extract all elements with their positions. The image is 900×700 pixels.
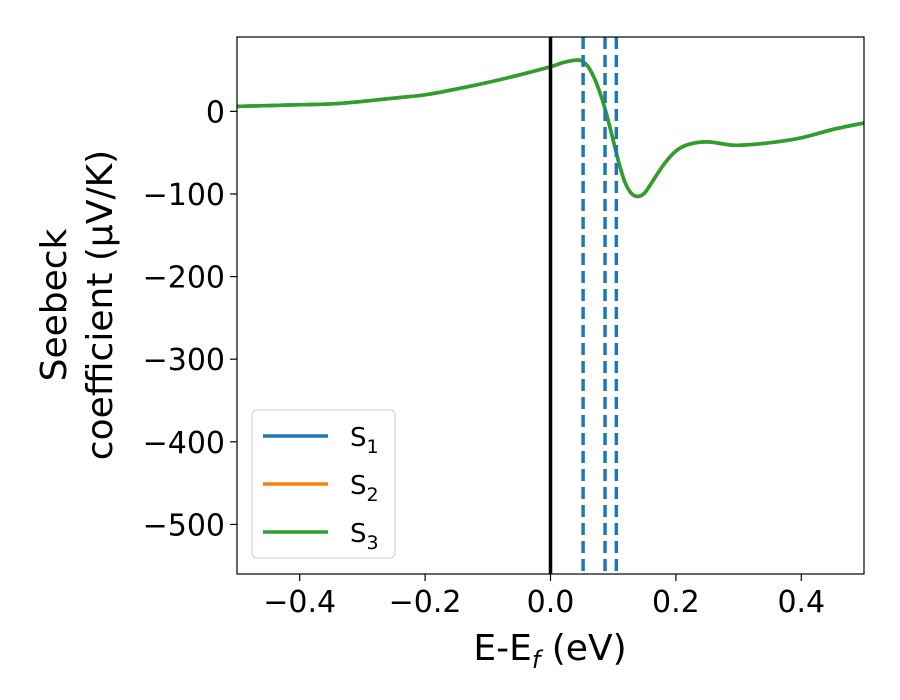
series-layer — [237, 58, 864, 199]
x-tick-label: 0.4 — [777, 585, 825, 620]
x-tick-label: 0.0 — [527, 585, 575, 620]
y-tick-label: −300 — [143, 343, 225, 378]
y-axis-label-line1: Seebeck — [34, 228, 75, 381]
x-tick-label: 0.2 — [652, 585, 700, 620]
series-line-s3 — [237, 58, 864, 199]
y-tick-label: −400 — [143, 426, 225, 461]
vline-layer — [548, 37, 619, 574]
legend: S1 S2 S3 — [251, 409, 396, 559]
y-tick-label: −100 — [143, 178, 225, 213]
legend-label-s2: S2 — [350, 471, 379, 506]
y-tick-label: −200 — [143, 261, 225, 296]
x-tick-label: −0.4 — [263, 585, 336, 620]
x-axis-label-main: E-E — [473, 628, 531, 669]
x-axis-label: E-Ef (eV) — [473, 628, 626, 674]
y-axis-label: Seebeck coefficient (μV/K) — [34, 150, 121, 460]
x-tick-label: −0.2 — [389, 585, 462, 620]
y-tick-label: 0 — [206, 95, 225, 130]
legend-label-s1: S1 — [350, 423, 379, 458]
y-axis-label-line2: coefficient (μV/K) — [80, 150, 121, 460]
x-axis-label-rest: (eV) — [540, 628, 626, 669]
y-tick-label: −500 — [143, 508, 225, 543]
y-axis: 0 −100 −200 −300 −400 −500 — [143, 95, 237, 543]
legend-label-s3: S3 — [350, 519, 379, 554]
x-axis: −0.4 −0.2 0.0 0.2 0.4 — [263, 574, 825, 620]
